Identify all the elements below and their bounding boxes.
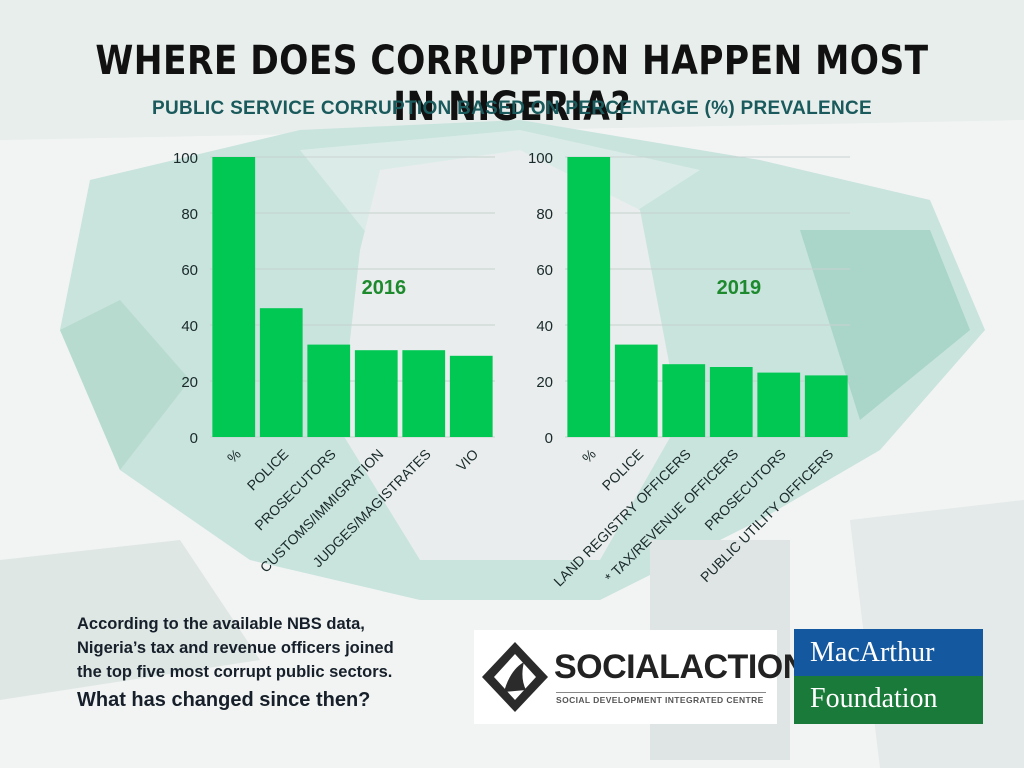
bar: [354, 350, 398, 437]
footer-line-1: According to the available NBS data,: [77, 615, 365, 633]
macarthur-name: MacArthur: [794, 629, 983, 676]
footer-line-2: Nigeria’s tax and revenue officers joine…: [77, 639, 394, 657]
bar: [804, 375, 848, 437]
y-tick-label: 60: [181, 262, 198, 279]
social-action-tagline: SOCIAL DEVELOPMENT INTEGRATED CENTRE: [556, 692, 766, 705]
bar: [662, 364, 706, 437]
bar: [757, 372, 801, 437]
bar-chart-2016: 0 20 40 60 80 100% POLICE PROSECUTORS CUSTOMS/IM…: [160, 130, 540, 620]
social-action-logo: SOCIALACTION SOCIAL DEVELOPMENT INTEGRAT…: [474, 630, 807, 724]
macarthur-logo: MacArthur Foundation: [794, 629, 983, 724]
y-tick-label: 0: [190, 430, 198, 447]
bar-chart-2019: 0 20 40 60 80 100% POLICE LAND REGISTRY OFFICER…: [515, 130, 895, 620]
x-tick-label: PROSECUTORS: [251, 446, 339, 534]
y-tick-label: 100: [528, 150, 553, 167]
x-tick-label: VIO: [453, 446, 481, 474]
bar: [709, 367, 753, 437]
bar: [567, 157, 611, 437]
bar: [259, 308, 303, 437]
bar: [402, 350, 446, 437]
x-tick-label: %: [224, 446, 244, 466]
footer-question: What has changed since then?: [77, 689, 371, 711]
bar: [449, 355, 493, 437]
y-tick-label: 60: [536, 262, 553, 279]
bar: [212, 157, 256, 437]
x-tick-label: POLICE: [599, 446, 647, 494]
y-tick-label: 40: [181, 318, 198, 335]
page-subtitle: PUBLIC SERVICE CORRUPTION BASED ON PERCE…: [151, 98, 873, 119]
x-tick-label: POLICE: [244, 446, 292, 494]
social-action-mark-icon: [482, 642, 548, 712]
y-tick-label: 40: [536, 318, 553, 335]
x-tick-label: PROSECUTORS: [701, 446, 789, 534]
chart-year-label: 2016: [362, 277, 407, 299]
footer-line-3: the top five most corrupt public sectors…: [77, 663, 393, 681]
bar: [307, 344, 351, 437]
bar: [614, 344, 658, 437]
x-tick-label: %: [579, 446, 599, 466]
chart-year-label: 2019: [717, 277, 762, 299]
footer-note: According to the available NBS data, Nig…: [77, 612, 467, 712]
page-title: WHERE DOES CORRUPTION HAPPEN MOST IN NIG…: [95, 38, 929, 130]
macarthur-foundation: Foundation: [794, 676, 983, 724]
y-tick-label: 0: [545, 430, 553, 447]
y-tick-label: 100: [173, 150, 198, 167]
social-action-name: SOCIALACTION: [554, 648, 807, 686]
y-tick-label: 80: [181, 206, 198, 223]
y-tick-label: 20: [536, 374, 553, 391]
y-tick-label: 20: [181, 374, 198, 391]
y-tick-label: 80: [536, 206, 553, 223]
